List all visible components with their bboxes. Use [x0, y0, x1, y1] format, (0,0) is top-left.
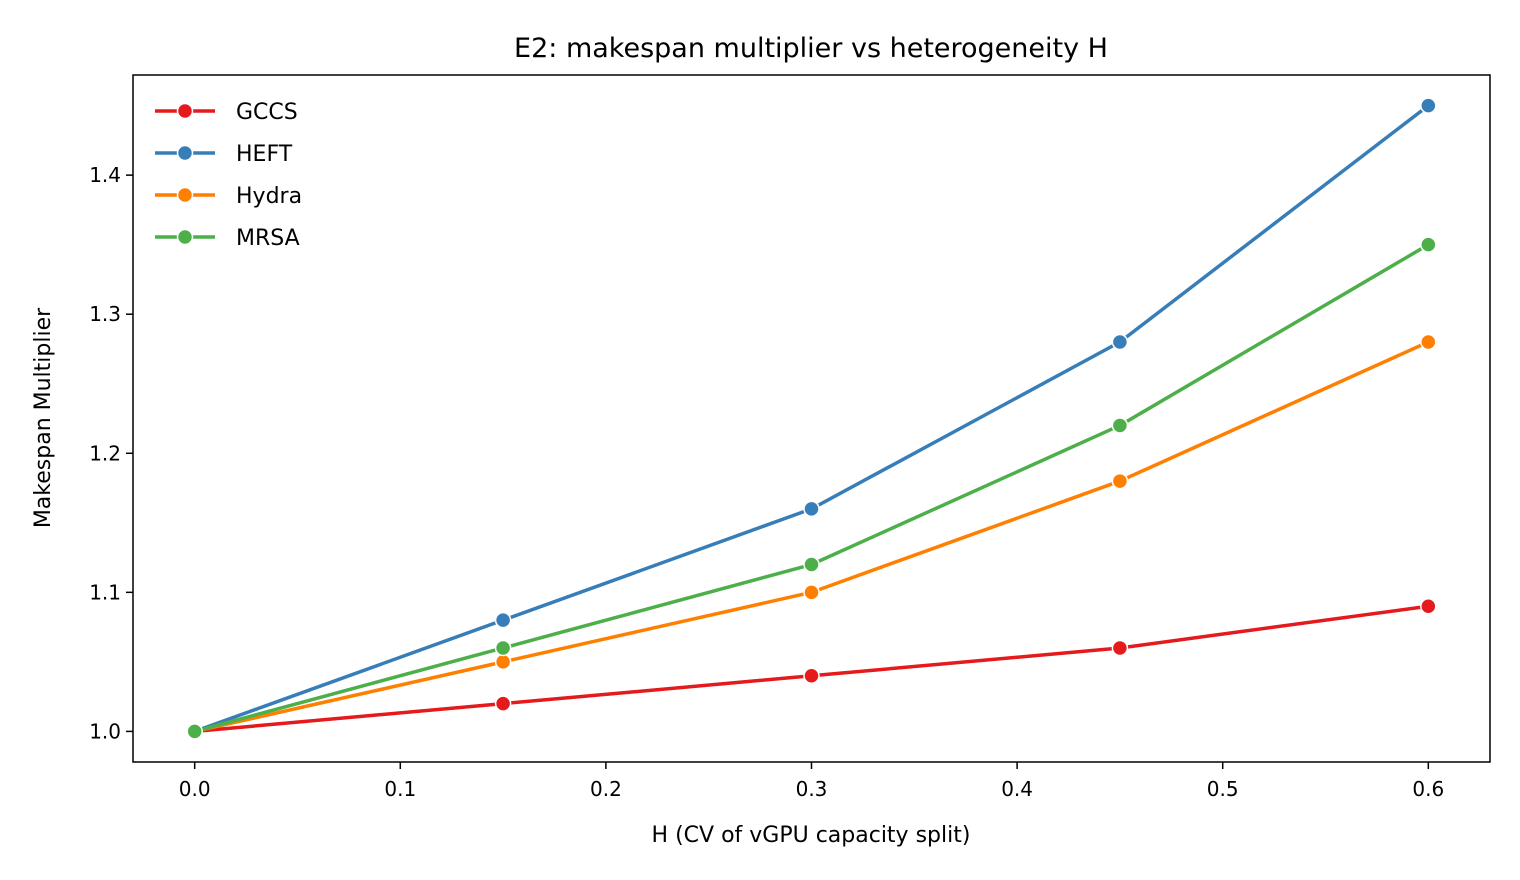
chart-title: E2: makespan multiplier vs heterogeneity…: [514, 33, 1108, 64]
data-point-gccs: [1111, 639, 1129, 657]
data-point-heft: [803, 500, 820, 518]
data-point-gccs: [1420, 597, 1437, 615]
x-tick-label: 0.3: [796, 777, 828, 801]
legend-item-heft: HEFT: [155, 142, 293, 167]
y-tick-label: 1.0: [89, 719, 121, 743]
legend-swatch-marker: [176, 102, 194, 120]
x-tick-label: 0.4: [1001, 777, 1033, 801]
data-point-hydra: [494, 653, 512, 671]
y-tick-label: 1.1: [89, 580, 121, 604]
legend-label: MRSA: [236, 226, 300, 251]
legend-item-mrsa: MRSA: [155, 226, 300, 251]
plot-area: [186, 97, 1437, 740]
legend-item-gccs: GCCS: [155, 100, 298, 125]
legend-label: Hydra: [236, 184, 302, 209]
y-tick-label: 1.2: [89, 441, 121, 465]
x-tick-label: 0.6: [1412, 777, 1444, 801]
x-tick-label: 0.2: [590, 777, 622, 801]
data-point-hydra: [1111, 472, 1129, 490]
legend-item-hydra: Hydra: [155, 184, 302, 209]
data-point-hydra: [1420, 333, 1437, 351]
legend-swatch-marker: [176, 186, 194, 204]
series-mrsa: [186, 236, 1437, 740]
data-point-mrsa: [1420, 236, 1437, 253]
data-point-mrsa: [494, 639, 512, 657]
data-point-mrsa: [803, 556, 820, 573]
data-point-hydra: [803, 584, 820, 601]
legend-label: HEFT: [236, 142, 293, 167]
data-point-gccs: [803, 667, 820, 685]
y-axis: 1.0 1.1 1.2 1.3 1.4: [89, 163, 133, 743]
x-tick-label: 0.5: [1207, 777, 1239, 801]
y-axis-label: Makespan Multiplier: [31, 307, 56, 528]
x-axis: 0.0 0.1 0.2 0.3 0.4 0.5 0.6: [179, 762, 1444, 801]
data-point-mrsa: [1111, 417, 1129, 434]
data-point-heft: [1420, 97, 1437, 114]
data-point-gccs: [494, 695, 512, 712]
data-point-heft: [1111, 333, 1129, 351]
x-axis-label: H (CV of vGPU capacity split): [652, 823, 971, 848]
legend-label: GCCS: [236, 100, 298, 125]
y-tick-label: 1.4: [89, 163, 121, 187]
series-gccs: [186, 597, 1437, 740]
y-tick-label: 1.3: [89, 302, 121, 326]
data-point-heft: [494, 611, 512, 629]
data-point-mrsa: [186, 723, 203, 740]
x-tick-label: 0.0: [179, 777, 211, 801]
legend-swatch-marker: [176, 144, 194, 162]
legend-swatch-marker: [176, 228, 194, 246]
legend: GCCS HEFT Hydra MRSA: [155, 100, 302, 251]
x-tick-label: 0.1: [384, 777, 416, 801]
